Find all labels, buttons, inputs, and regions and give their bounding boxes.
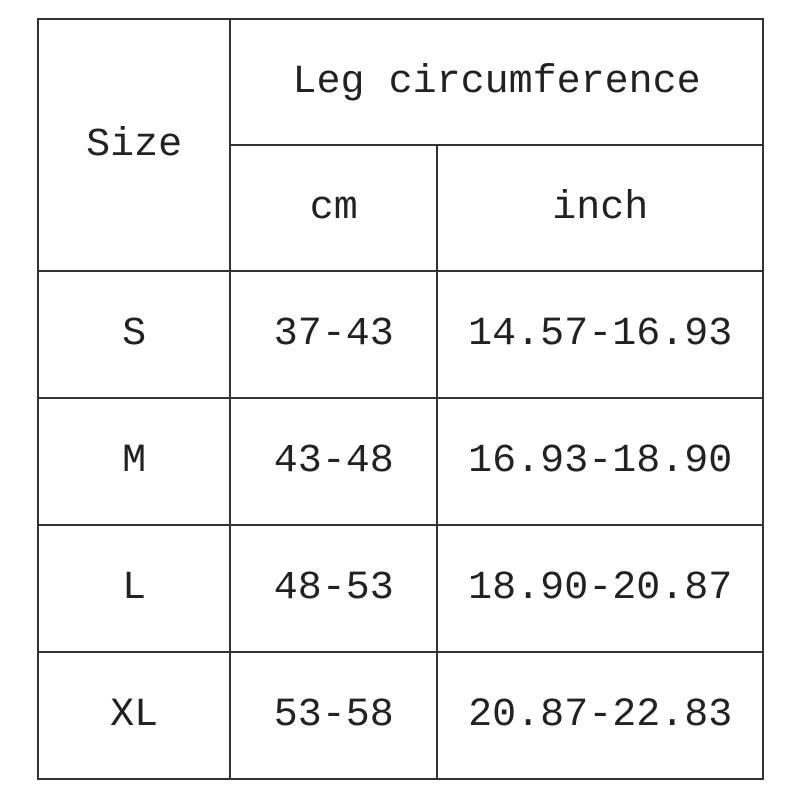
header-size: Size	[36, 18, 232, 272]
cell-size: M	[36, 397, 232, 526]
cell-size: S	[36, 270, 232, 399]
cell-inch: 14.57-16.93	[436, 270, 764, 399]
table-row: L 48-53 18.90-20.87	[36, 524, 764, 653]
cell-inch: 18.90-20.87	[436, 524, 764, 653]
subheader-row: cm inch	[38, 144, 764, 272]
cell-size: XL	[36, 651, 232, 780]
cell-inch: 20.87-22.83	[436, 651, 764, 780]
size-chart-table: Size Leg circumference cm inch S 37-43 1…	[36, 18, 764, 780]
table-row: S 37-43 14.57-16.93	[36, 270, 764, 399]
header-inch: inch	[436, 144, 764, 272]
cell-inch: 16.93-18.90	[436, 397, 764, 526]
header-leg-circumference: Leg circumference	[229, 18, 764, 146]
cell-cm: 43-48	[229, 397, 439, 526]
table-row: XL 53-58 20.87-22.83	[36, 651, 764, 780]
cell-cm: 53-58	[229, 651, 439, 780]
header-cm: cm	[229, 144, 439, 272]
header-row: Size Leg circumference	[36, 18, 764, 272]
cell-size: L	[36, 524, 232, 653]
table-row: M 43-48 16.93-18.90	[36, 397, 764, 526]
cell-cm: 48-53	[229, 524, 439, 653]
cell-cm: 37-43	[229, 270, 439, 399]
